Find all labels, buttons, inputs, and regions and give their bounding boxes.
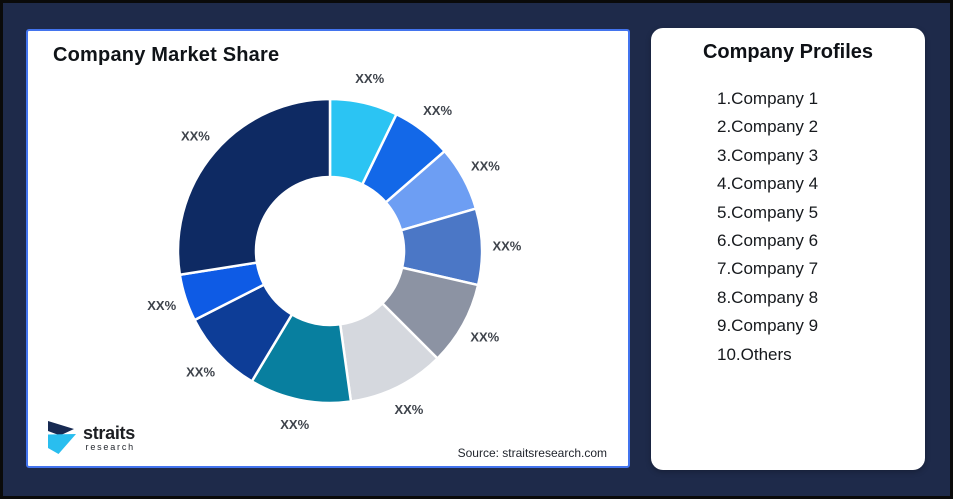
profiles-title: Company Profiles [702,41,874,63]
donut-segment-label: XX% [492,239,521,254]
chart-title: Company Market Share [53,44,280,66]
market-share-donut: XX% XX% XX% XX% XX% XX% XX% XX% XX% XX% [147,71,522,432]
company-list-item: 2.Company 2 [717,117,819,137]
company-list-item: 5.Company 5 [717,202,819,222]
donut-segment-label: XX% [471,159,500,174]
company-list-item: 6.Company 6 [717,231,819,251]
logo-brand-text: straits [83,423,135,443]
company-profiles-card: Company Profiles 1.Company 1 2.Company 2 3… [651,28,925,470]
logo-text: straits research [83,424,135,452]
company-list: 1.Company 1 2.Company 2 3.Company 3 4.Compa… [651,85,925,369]
donut-segment-label: XX% [147,298,176,313]
company-list-item: 7.Company 7 [717,259,819,279]
company-list-item: 10.Others [717,344,792,364]
company-list-item: 1.Company 1 [717,89,819,108]
donut-segment-10 [176,97,332,277]
logo-sub-text: research [85,442,135,452]
company-list-item: 4.Company 4 [717,174,819,194]
donut-segment-label: XX% [394,402,423,417]
market-share-card: Company Market Share XX% XX% XX% XX% XX% XX% X… [26,29,630,468]
donut-segment-label: XX% [470,329,499,344]
donut-segment-label: XX% [355,71,384,86]
donut-segment-label: XX% [181,129,210,144]
straits-research-logo: straits research [48,421,135,455]
company-list-item: 3.Company 3 [717,145,819,165]
donut-segment-label: XX% [186,364,215,379]
company-list-item: 8.Company 8 [717,287,819,307]
donut-segment-label: XX% [423,103,452,118]
company-list-item: 9.Company 9 [717,316,819,336]
source-note: Source: straitsresearch.com [457,446,607,460]
straits-logo-icon [48,421,76,454]
donut-segment-label: XX% [280,417,309,432]
